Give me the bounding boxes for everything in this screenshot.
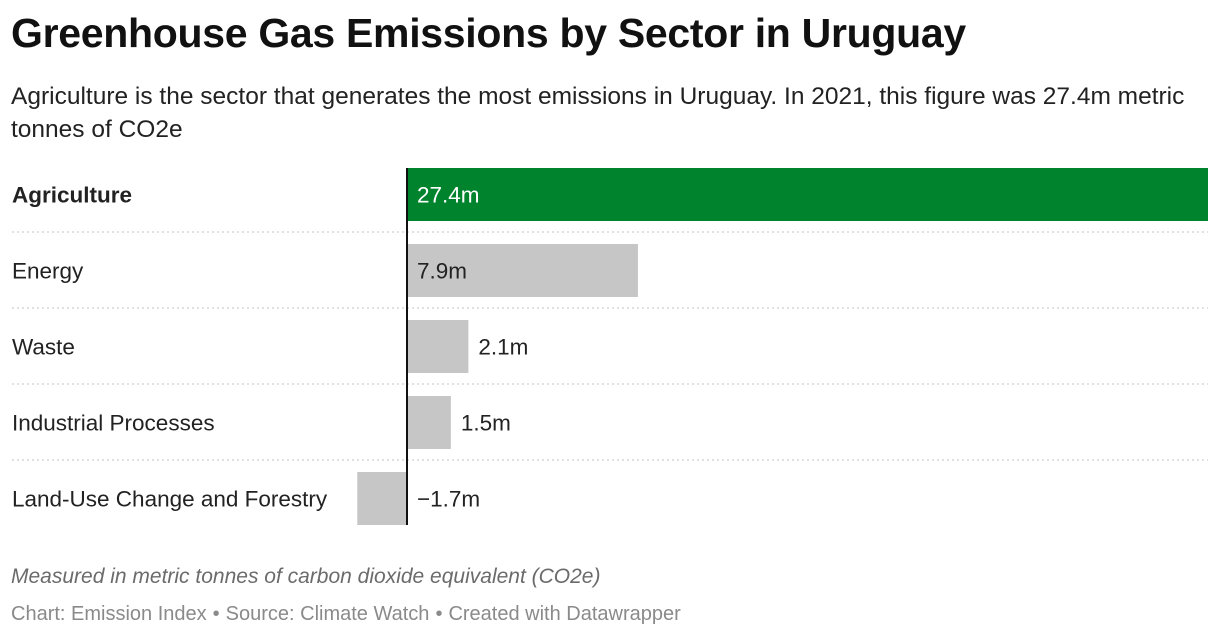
chart-credit: Chart: Emission Index (11, 603, 207, 625)
bar (407, 396, 451, 449)
bar (407, 320, 469, 373)
value-label: 2.1m (478, 335, 528, 360)
category-label: Land-Use Change and Forestry (12, 487, 328, 512)
category-label: Agriculture (12, 183, 132, 208)
value-label: 27.4m (417, 183, 480, 208)
value-label: −1.7m (417, 487, 480, 512)
bar-chart: Agriculture 27.4m Energy 7.9m Waste 2.1m Indus… (12, 168, 1208, 525)
footer-separator: • (212, 603, 220, 625)
value-label: 7.9m (417, 259, 467, 284)
footer-separator: • (435, 603, 443, 625)
value-label: 1.5m (461, 411, 511, 436)
chart-subtitle: Agriculture is the sector that generates… (11, 83, 1185, 143)
chart-footer: Chart: Emission Index • Source: Climate Wa… (11, 603, 681, 626)
bar (407, 244, 638, 297)
chart-notes: Measured in metric tonnes of carbon diox… (11, 565, 601, 588)
bar (357, 472, 407, 525)
category-label: Waste (12, 335, 75, 360)
category-label: Industrial Processes (12, 411, 215, 436)
source-credit: Source: Climate Watch (225, 603, 430, 625)
chart-title: Greenhouse Gas Emissions by Sector in Ur… (11, 10, 966, 56)
category-label: Energy (12, 259, 84, 284)
bar (407, 168, 1208, 221)
tool-credit: Created with Datawrapper (448, 603, 681, 625)
